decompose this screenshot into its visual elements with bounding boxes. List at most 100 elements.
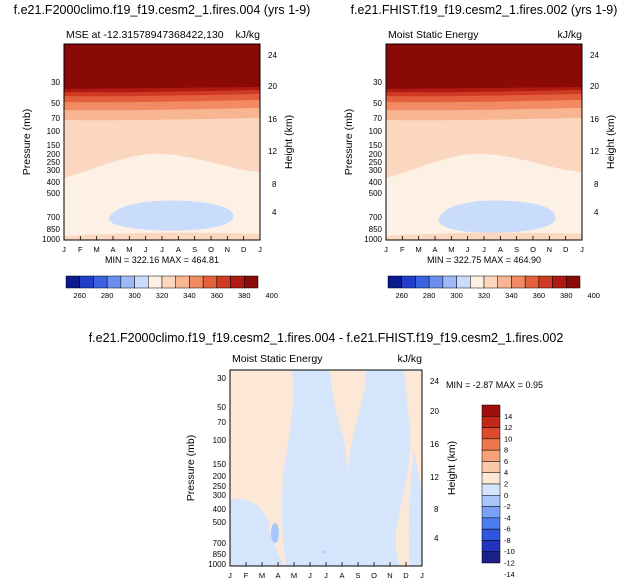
ytick-label: 30 bbox=[217, 374, 226, 383]
ytick-label: 700 bbox=[213, 539, 227, 548]
contour-field bbox=[230, 370, 422, 566]
xtick-label: F bbox=[400, 245, 405, 254]
colorbar: 260 280 300 320 340 360 380 400 bbox=[387, 275, 600, 300]
contour-field bbox=[386, 44, 582, 240]
y2tick-label: 16 bbox=[268, 115, 277, 124]
y2tick-label: 16 bbox=[430, 440, 439, 449]
colorbar-label: 360 bbox=[533, 291, 546, 300]
colorbar-label: 260 bbox=[395, 291, 408, 300]
colorbar-label: -12 bbox=[504, 559, 515, 568]
colorbar-label: 8 bbox=[504, 446, 508, 455]
colorbar-swatch bbox=[401, 275, 416, 289]
ytick-label: 400 bbox=[369, 178, 383, 187]
y2tick-label: 8 bbox=[272, 180, 277, 189]
xtick-label: J bbox=[228, 571, 232, 580]
y2tick-label: 12 bbox=[430, 473, 439, 482]
y2-axis-title: Height (km) bbox=[446, 441, 458, 495]
ytick-label: 70 bbox=[51, 114, 60, 123]
panel-title: f.e21.FHIST.f19_f19.cesm2_1.fires.002 (y… bbox=[351, 3, 618, 17]
ytick-label: 250 bbox=[47, 158, 61, 167]
xtick-label: J bbox=[420, 571, 424, 580]
ytick-label: 850 bbox=[47, 225, 61, 234]
colorbar-swatch bbox=[120, 275, 135, 289]
y2tick-label: 4 bbox=[594, 208, 599, 217]
ytick-label: 700 bbox=[47, 213, 61, 222]
colorbar-swatch bbox=[481, 449, 501, 462]
colorbar-vertical: 14 12 10 8 6 4 2 0 -2 -4 -6 -8 -10 -12 -14 bbox=[481, 404, 515, 579]
colorbar-label: 340 bbox=[505, 291, 518, 300]
ytick-label: 700 bbox=[369, 213, 383, 222]
xtick-label: N bbox=[547, 245, 552, 254]
colorbar-label: 2 bbox=[504, 480, 508, 489]
colorbar-label: 280 bbox=[423, 291, 436, 300]
panel-top-right: f.e21.FHIST.f19_f19.cesm2_1.fires.002 (y… bbox=[343, 3, 617, 300]
colorbar-swatch bbox=[481, 438, 501, 451]
colorbar-swatch bbox=[481, 517, 501, 530]
ytick-label: 500 bbox=[47, 189, 61, 198]
colorbar-swatch bbox=[483, 275, 498, 289]
colorbar-swatch bbox=[552, 275, 567, 289]
y-axis-title: Pressure (mb) bbox=[21, 109, 33, 176]
colorbar-label: -14 bbox=[504, 570, 515, 579]
colorbar-swatch bbox=[428, 275, 444, 289]
colorbar-swatch bbox=[202, 275, 218, 289]
xtick-label: S bbox=[192, 245, 197, 254]
xtick-label: J bbox=[62, 245, 66, 254]
ytick-label: 150 bbox=[213, 460, 227, 469]
colorbar-label: 10 bbox=[504, 434, 512, 443]
xtick-label: J bbox=[258, 245, 262, 254]
ytick-label: 50 bbox=[217, 403, 226, 412]
colorbar-swatch bbox=[481, 427, 501, 440]
y2tick-label: 8 bbox=[434, 505, 439, 514]
xtick-label: M bbox=[94, 245, 100, 254]
y-axis-title: Pressure (mb) bbox=[343, 109, 355, 176]
ytick-label: 250 bbox=[213, 482, 227, 491]
xtick-label: A bbox=[498, 245, 503, 254]
colorbar-swatch bbox=[481, 416, 501, 428]
colorbar-label: 300 bbox=[128, 291, 141, 300]
colorbar-swatch bbox=[481, 540, 501, 552]
left-axis: 30 50 70 100 150 200 250 300 400 500 700… bbox=[185, 374, 227, 569]
ytick-label: 100 bbox=[47, 127, 61, 136]
y2tick-label: 16 bbox=[590, 115, 599, 124]
xtick-label: A bbox=[176, 245, 181, 254]
colorbar-swatch bbox=[387, 275, 402, 289]
ytick-label: 30 bbox=[373, 78, 382, 87]
colorbar-label: 4 bbox=[504, 468, 508, 477]
xtick-label: A bbox=[275, 571, 280, 580]
contour-field bbox=[64, 44, 260, 240]
xtick-label: F bbox=[78, 245, 83, 254]
xtick-label: S bbox=[355, 571, 360, 580]
colorbar-swatch bbox=[148, 275, 163, 289]
colorbar-label: 400 bbox=[265, 291, 278, 300]
min-max-label: MIN = 322.16 MAX = 464.81 bbox=[105, 255, 219, 265]
xtick-label: M bbox=[291, 571, 297, 580]
ytick-label: 500 bbox=[213, 518, 227, 527]
colorbar-label: -10 bbox=[504, 547, 515, 556]
xtick-label: O bbox=[371, 571, 377, 580]
colorbar-swatch bbox=[175, 275, 190, 289]
colorbar-swatch bbox=[456, 275, 471, 289]
colorbar-swatch bbox=[481, 461, 501, 473]
ytick-label: 300 bbox=[47, 166, 61, 175]
colorbar-swatch bbox=[442, 275, 457, 289]
y2tick-label: 12 bbox=[590, 147, 599, 156]
ytick-label: 30 bbox=[51, 78, 60, 87]
xtick-label: A bbox=[339, 571, 344, 580]
xtick-label: M bbox=[126, 245, 132, 254]
colorbar-swatch bbox=[481, 404, 501, 417]
xtick-label: J bbox=[580, 245, 584, 254]
y-axis-title: Pressure (mb) bbox=[185, 435, 197, 502]
colorbar-label: 0 bbox=[504, 491, 508, 500]
xtick-label: A bbox=[110, 245, 115, 254]
min-max-label: MIN = 322.75 MAX = 464.90 bbox=[427, 255, 541, 265]
panel-unit-label: kJ/kg bbox=[397, 353, 422, 365]
colorbar: 260 280 300 320 340 360 380 400 bbox=[65, 275, 278, 300]
y2tick-label: 20 bbox=[430, 407, 439, 416]
colorbar-swatch bbox=[65, 275, 80, 289]
colorbar-label: 340 bbox=[183, 291, 196, 300]
ytick-label: 850 bbox=[213, 550, 227, 559]
colorbar-label: 400 bbox=[587, 291, 600, 300]
ytick-label: 150 bbox=[369, 141, 383, 150]
